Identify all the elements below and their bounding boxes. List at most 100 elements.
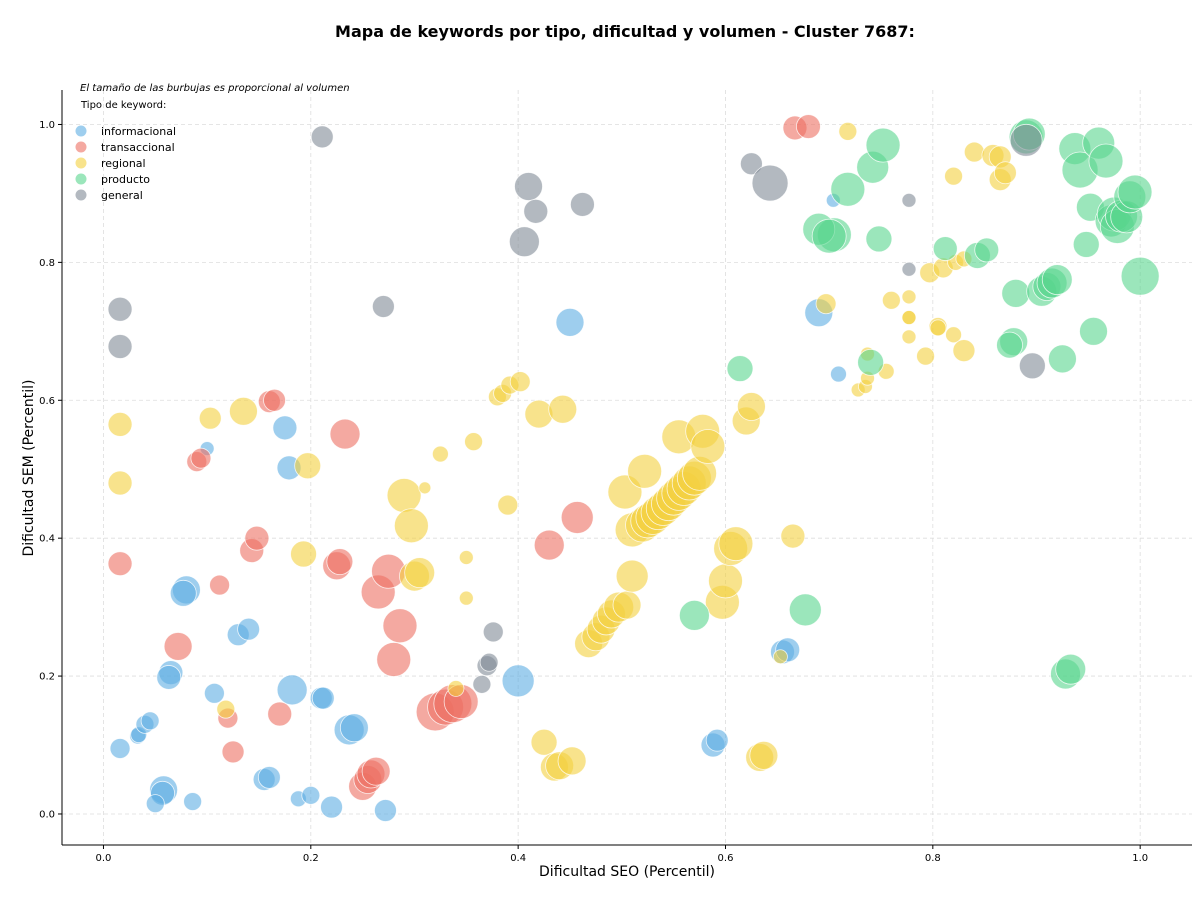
- bubble-producto: [1001, 279, 1031, 308]
- bubble-general: [570, 192, 595, 217]
- legend: informacional transaccional regional produc…: [75, 125, 176, 202]
- y-axis-label: Dificultad SEM (Percentil): [21, 380, 37, 557]
- bubble-transaccional: [796, 114, 821, 139]
- bubble-regional: [386, 478, 422, 513]
- bubble-informacional: [311, 686, 335, 710]
- bubble-regional: [916, 346, 935, 366]
- bubble-regional: [881, 290, 901, 310]
- bubble-transaccional: [221, 740, 245, 764]
- bubble-transaccional: [329, 418, 361, 450]
- bubble-regional: [458, 590, 474, 606]
- bubble-producto: [1072, 231, 1100, 258]
- bubble-regional: [749, 740, 779, 770]
- bubble-regional: [548, 394, 578, 424]
- bubble-producto: [726, 355, 754, 382]
- bubble-regional: [294, 452, 322, 480]
- y-tick-label: 0.4: [39, 534, 55, 545]
- bubble-informacional: [320, 795, 343, 819]
- bubble-regional: [612, 590, 642, 620]
- bubble-producto: [1048, 344, 1077, 374]
- bubble-producto: [1079, 316, 1108, 346]
- x-tick-label: 0.6: [718, 853, 734, 864]
- bubble-general: [751, 164, 789, 202]
- bubble-informacional: [203, 682, 225, 704]
- bubble-informacional: [140, 711, 160, 731]
- bubble-regional: [107, 470, 133, 496]
- bubble-transaccional: [267, 701, 293, 727]
- bubble-regional: [901, 329, 917, 345]
- bubble-general: [310, 125, 334, 149]
- bubble-producto: [811, 218, 847, 254]
- bubble-informacional: [301, 785, 321, 805]
- bubble-regional: [530, 728, 558, 756]
- bubble-producto: [678, 599, 710, 631]
- bubble-transaccional: [209, 574, 230, 596]
- bubble-regional: [944, 166, 963, 186]
- bubble-transaccional: [107, 551, 133, 577]
- bubble-informacional: [555, 307, 585, 337]
- bubble-regional: [229, 396, 258, 426]
- bubble-regional: [901, 289, 917, 305]
- bubble-regional: [963, 141, 985, 163]
- bubble-regional: [458, 550, 474, 565]
- x-tick-label: 0.4: [510, 853, 526, 864]
- bubble-regional: [216, 699, 236, 719]
- bubble-transaccional: [163, 632, 193, 661]
- legend-marker-regional: [75, 157, 87, 169]
- bubble-producto: [932, 236, 958, 261]
- bubble-transaccional: [326, 548, 354, 576]
- bubble-producto: [1088, 143, 1124, 179]
- bubble-regional: [838, 121, 858, 141]
- bubble-producto: [788, 593, 822, 627]
- bubble-regional: [404, 557, 436, 589]
- bubble-layer: [107, 114, 1160, 822]
- bubble-informacional: [501, 664, 535, 698]
- bubble-producto: [865, 127, 901, 163]
- bubble-informacional: [339, 713, 369, 743]
- legend-label-general: general: [101, 189, 143, 202]
- bubble-producto: [974, 237, 1000, 263]
- chart-title: Mapa de keywords por tipo, dificultad y …: [335, 22, 915, 41]
- x-tick-label: 1.0: [1132, 853, 1148, 864]
- legend-label-producto: producto: [101, 173, 150, 186]
- bubble-transaccional: [533, 529, 565, 561]
- bubble-regional: [290, 540, 317, 568]
- bubble-producto: [1117, 174, 1153, 210]
- bubble-informacional: [156, 665, 182, 690]
- bubble-general: [901, 261, 917, 277]
- y-axis-ticks: 0.0 0.2 0.4 0.6 0.8 1.0: [39, 120, 62, 820]
- bubble-general: [1009, 123, 1043, 157]
- bubble-general: [479, 652, 499, 672]
- legend-label-transaccional: transaccional: [101, 141, 175, 154]
- bubble-general: [472, 674, 492, 694]
- bubble-regional: [627, 453, 663, 489]
- bubble-informacional: [374, 799, 397, 822]
- series-informacional: [109, 192, 847, 822]
- y-tick-label: 0.6: [39, 396, 55, 407]
- bubble-informacional: [272, 415, 298, 441]
- bubble-general: [514, 172, 543, 201]
- bubble-regional: [418, 481, 432, 495]
- legend-label-informacional: informacional: [101, 125, 176, 138]
- legend-title: Tipo de keyword:: [80, 100, 166, 111]
- bubble-informacional: [169, 579, 197, 607]
- bubble-regional: [815, 293, 837, 315]
- bubble-regional: [718, 526, 754, 562]
- bubble-general: [107, 296, 133, 322]
- bubble-general: [482, 621, 504, 643]
- bubble-regional: [708, 563, 743, 599]
- bubble-regional: [690, 429, 726, 464]
- bubble-producto: [1055, 653, 1087, 685]
- bubble-informacional: [257, 766, 281, 789]
- bubble-regional: [901, 310, 917, 325]
- bubble-general: [1018, 352, 1046, 380]
- bubble-size-note: El tamaño de las burbujas es proporciona…: [80, 83, 350, 94]
- y-tick-label: 0.8: [39, 258, 55, 269]
- y-tick-label: 0.2: [39, 672, 55, 683]
- bubble-producto: [996, 331, 1023, 359]
- bubble-informacional: [830, 365, 847, 383]
- bubble-regional: [993, 161, 1017, 185]
- bubble-general: [523, 198, 549, 224]
- bubble-regional: [952, 339, 976, 363]
